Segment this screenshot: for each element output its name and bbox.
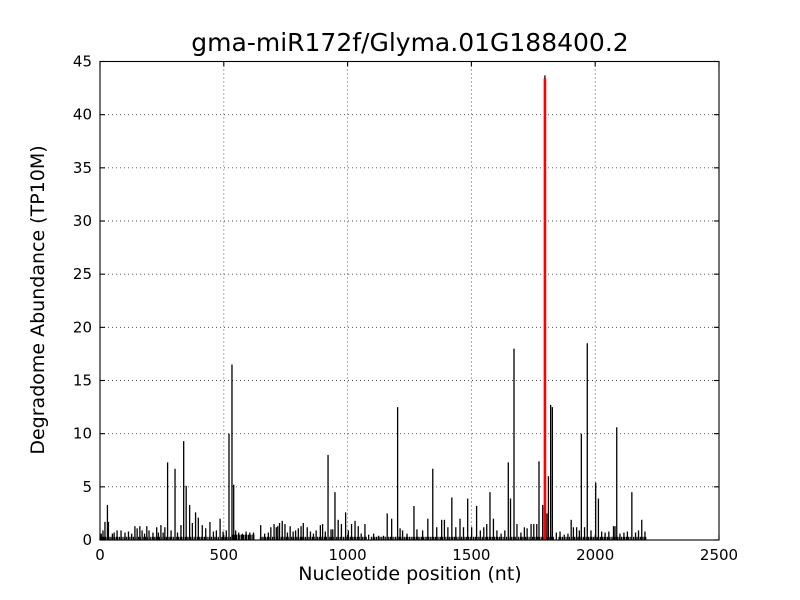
plot-frame <box>99 60 720 541</box>
y-tick-label: 15 <box>73 372 92 390</box>
y-tick-label: 20 <box>73 318 92 336</box>
y-tick-label: 45 <box>73 53 92 71</box>
x-tick-label: 2500 <box>700 546 738 564</box>
y-tick-label: 10 <box>73 425 92 443</box>
y-tick-label: 30 <box>73 212 92 230</box>
x-tick-label: 0 <box>95 546 105 564</box>
y-tick-label: 25 <box>73 265 92 283</box>
y-tick-label: 35 <box>73 159 92 177</box>
plot-title: gma-miR172f/Glyma.01G188400.2 <box>191 28 629 57</box>
x-tick-label: 1000 <box>329 546 367 564</box>
y-tick-label: 5 <box>82 478 92 496</box>
x-tick-label: 1500 <box>452 546 490 564</box>
x-tick-label: 500 <box>209 546 238 564</box>
x-tick-label: 2000 <box>576 546 614 564</box>
y-tick-label: 40 <box>73 106 92 124</box>
x-axis-label: Nucleotide position (nt) <box>298 563 522 585</box>
y-tick-label: 0 <box>82 531 92 549</box>
